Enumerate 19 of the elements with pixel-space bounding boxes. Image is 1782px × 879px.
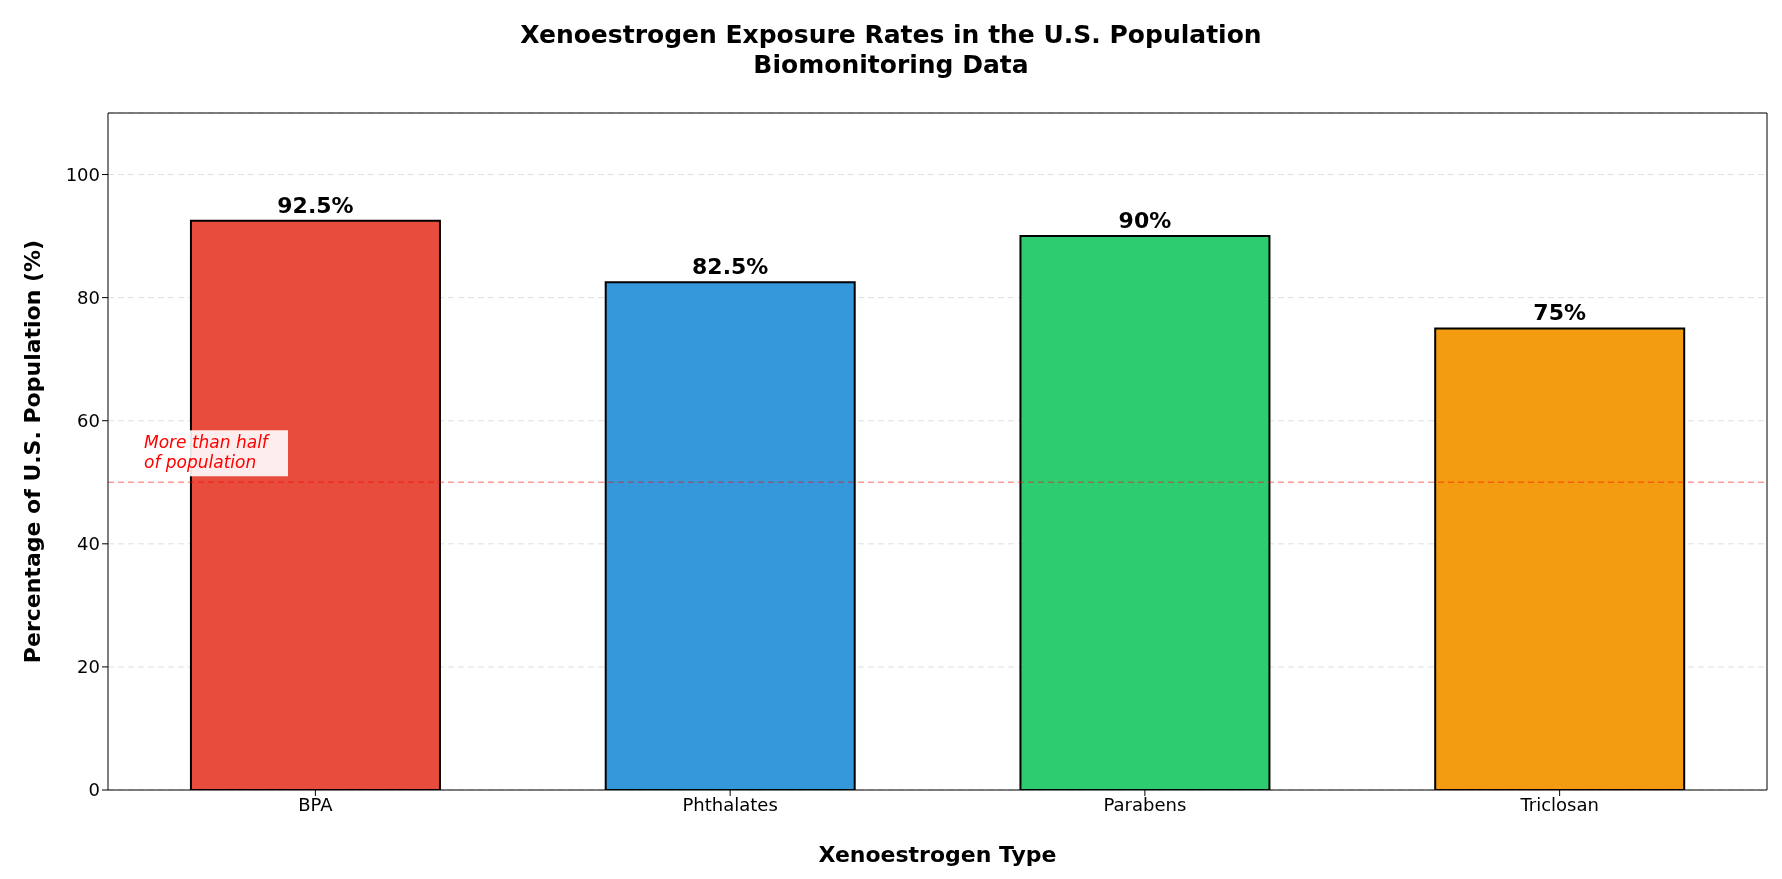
ref-line-label: More than half of population [144,432,271,473]
y-tick-label: 80 [77,287,100,309]
y-tick-label: 100 [65,163,100,185]
y-axis-title: Percentage of U.S. Population (%) [19,239,45,664]
x-tick-label: Phthalates [682,793,778,815]
x-axis-title: Xenoestrogen Type [818,842,1057,867]
x-tick-label: BPA [298,793,334,815]
data-label: 92.5% [277,192,354,218]
x-tick-label: Triclosan [1519,793,1599,815]
chart-title: Xenoestrogen Exposure Rates in the U.S. Population [519,20,1263,50]
x-tick-label: Parabens [1103,793,1187,815]
data-label: 75% [1533,300,1587,326]
chart-subtitle: Biomonitoring Data [752,50,1030,80]
data-label: 82.5% [692,254,769,280]
y-tick-label: 20 [77,656,100,678]
y-tick-label: 0 [88,779,100,801]
y-tick-label: 40 [77,533,100,555]
data-label: 90% [1118,208,1172,234]
y-tick-label: 60 [77,410,100,432]
